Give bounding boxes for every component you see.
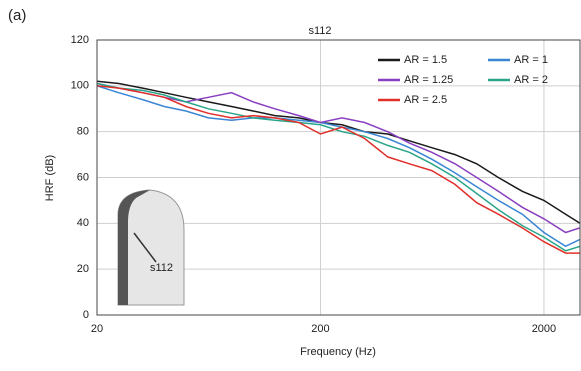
y-axis-label: HRF (dB) (44, 155, 56, 201)
legend-label: AR = 1.5 (404, 54, 447, 66)
x-tick-label: 2000 (532, 323, 556, 335)
y-tick-label: 20 (77, 263, 89, 275)
inset-annotation: s112 (150, 262, 173, 274)
series-line (97, 80, 580, 224)
panel-label: (a) (8, 7, 26, 24)
legend-label: AR = 1.25 (404, 74, 453, 86)
legend-label: AR = 2 (514, 74, 548, 86)
series-line (97, 85, 580, 254)
series-line (97, 82, 580, 252)
legend-label: AR = 2.5 (404, 94, 447, 106)
y-tick-label: 40 (77, 217, 89, 229)
x-tick-label: 20 (91, 323, 103, 335)
y-tick-label: 0 (83, 309, 89, 321)
y-tick-label: 120 (71, 34, 89, 46)
inset-icon (117, 189, 185, 306)
y-tick-label: 100 (71, 80, 89, 92)
x-axis-label: Frequency (Hz) (300, 346, 376, 358)
chart-title: s112 (308, 25, 331, 37)
plot-frame (96, 39, 581, 316)
y-tick-label: 80 (77, 126, 89, 138)
x-tick-label: 200 (311, 323, 329, 335)
legend-label: AR = 1 (514, 54, 548, 66)
y-tick-label: 60 (77, 171, 89, 183)
